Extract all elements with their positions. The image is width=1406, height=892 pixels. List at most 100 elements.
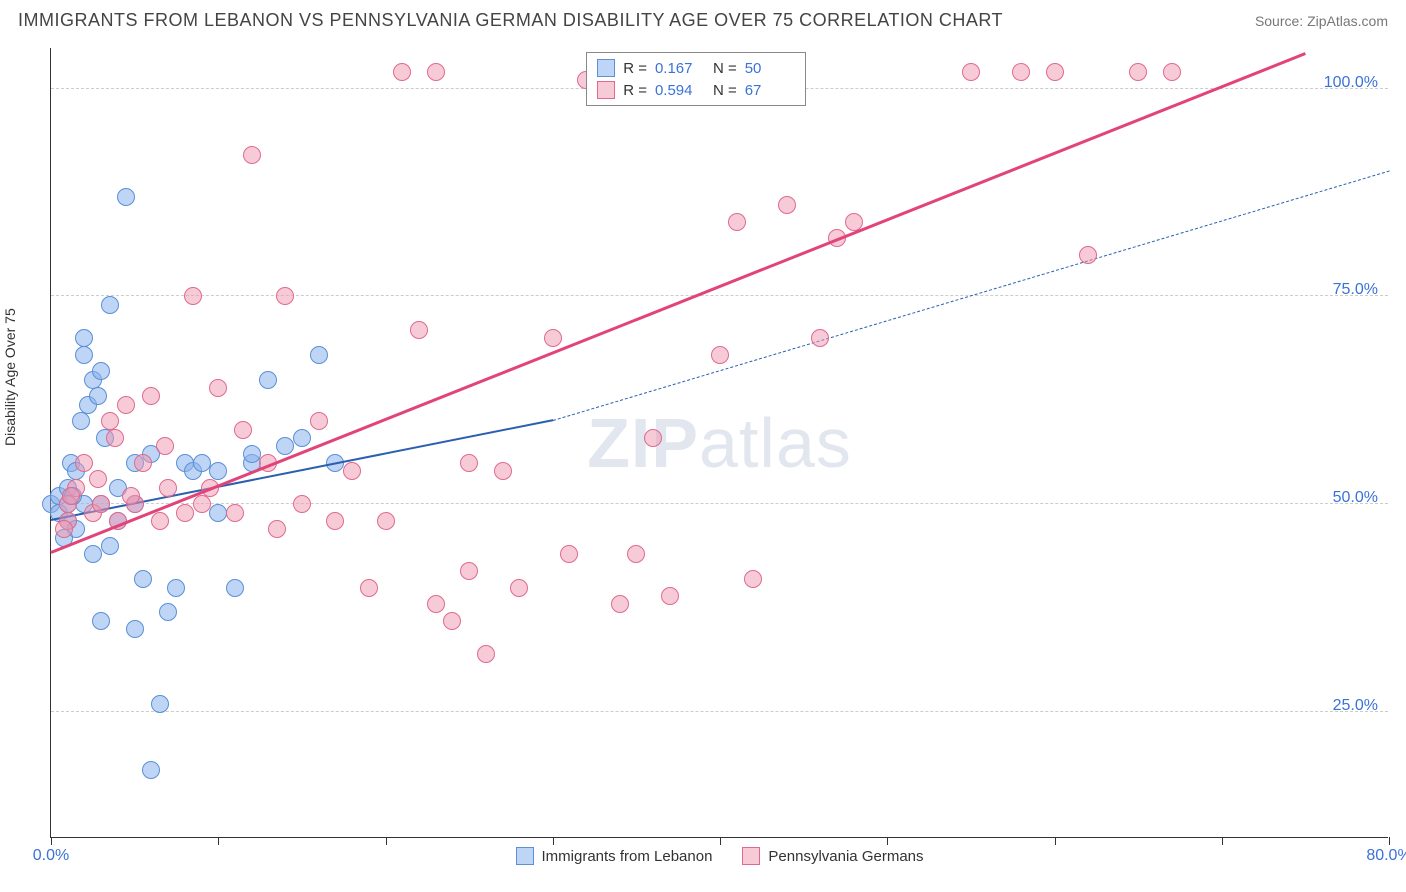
data-point-penn — [75, 454, 93, 472]
data-point-lebanon — [167, 579, 185, 597]
data-point-penn — [117, 396, 135, 414]
data-point-lebanon — [84, 545, 102, 563]
trend-line-penn — [50, 52, 1305, 554]
data-point-lebanon — [209, 462, 227, 480]
data-point-penn — [134, 454, 152, 472]
data-point-lebanon — [101, 296, 119, 314]
data-point-penn — [101, 412, 119, 430]
n-label: N = — [713, 82, 737, 99]
data-point-lebanon — [101, 537, 119, 555]
data-point-lebanon — [151, 695, 169, 713]
y-tick-label: 75.0% — [1333, 281, 1378, 299]
legend-item: Immigrants from Lebanon — [516, 847, 713, 865]
data-point-penn — [443, 612, 461, 630]
x-tick — [386, 837, 387, 845]
data-point-penn — [661, 587, 679, 605]
x-tick — [1055, 837, 1056, 845]
data-point-lebanon — [134, 570, 152, 588]
legend-label: Immigrants from Lebanon — [542, 848, 713, 865]
n-label: N = — [713, 60, 737, 77]
data-point-lebanon — [243, 445, 261, 463]
y-axis-label: Disability Age Over 75 — [2, 308, 18, 446]
data-point-lebanon — [92, 362, 110, 380]
data-point-penn — [1079, 246, 1097, 264]
data-point-penn — [89, 470, 107, 488]
data-point-penn — [176, 504, 194, 522]
data-point-lebanon — [75, 346, 93, 364]
stats-legend-row: R =0.167N =50 — [597, 57, 795, 79]
data-point-lebanon — [209, 504, 227, 522]
data-point-penn — [184, 287, 202, 305]
r-value: 0.594 — [655, 82, 705, 99]
x-tick — [1389, 837, 1390, 845]
gridline — [51, 295, 1388, 296]
legend-swatch — [597, 59, 615, 77]
scatter-plot: ZIPatlas 25.0%50.0%75.0%100.0%0.0%80.0%R… — [50, 48, 1388, 838]
legend-label: Pennsylvania Germans — [768, 848, 923, 865]
stats-legend-row: R = 0.594 N = 67 — [597, 79, 795, 101]
series-legend: Immigrants from Lebanon Pennsylvania Germ… — [516, 847, 924, 865]
x-tick — [720, 837, 721, 845]
data-point-penn — [159, 479, 177, 497]
data-point-penn — [209, 379, 227, 397]
data-point-penn — [193, 495, 211, 513]
data-point-penn — [644, 429, 662, 447]
gridline — [51, 711, 1388, 712]
data-point-penn — [393, 63, 411, 81]
x-tick — [51, 837, 52, 845]
data-point-penn — [427, 595, 445, 613]
data-point-lebanon — [226, 579, 244, 597]
source-label: Source: ZipAtlas.com — [1255, 13, 1388, 29]
stats-legend: R =0.167N =50R =0.594N =67 — [586, 52, 806, 106]
data-point-penn — [377, 512, 395, 530]
data-point-penn — [106, 429, 124, 447]
data-point-penn — [226, 504, 244, 522]
watermark: ZIPatlas — [587, 403, 852, 483]
data-point-penn — [744, 570, 762, 588]
data-point-lebanon — [293, 429, 311, 447]
data-point-lebanon — [89, 387, 107, 405]
gridline — [51, 503, 1388, 504]
data-point-penn — [460, 562, 478, 580]
data-point-penn — [62, 487, 80, 505]
chart-title: IMMIGRANTS FROM LEBANON VS PENNSYLVANIA … — [18, 10, 1003, 31]
data-point-penn — [627, 545, 645, 563]
legend-swatch — [742, 847, 760, 865]
data-point-lebanon — [259, 371, 277, 389]
x-tick-label: 0.0% — [33, 847, 69, 865]
data-point-penn — [494, 462, 512, 480]
x-tick — [1222, 837, 1223, 845]
data-point-penn — [1163, 63, 1181, 81]
data-point-penn — [293, 495, 311, 513]
x-tick — [553, 837, 554, 845]
data-point-penn — [310, 412, 328, 430]
data-point-penn — [151, 512, 169, 530]
data-point-penn — [1012, 63, 1030, 81]
data-point-penn — [962, 63, 980, 81]
data-point-lebanon — [159, 603, 177, 621]
data-point-penn — [243, 146, 261, 164]
x-tick-label: 80.0% — [1366, 847, 1406, 865]
y-tick-label: 100.0% — [1324, 74, 1378, 92]
r-label: R = — [623, 82, 647, 99]
data-point-lebanon — [142, 761, 160, 779]
data-point-penn — [142, 387, 160, 405]
x-tick — [218, 837, 219, 845]
data-point-penn — [778, 196, 796, 214]
data-point-penn — [544, 329, 562, 347]
data-point-penn — [611, 595, 629, 613]
data-point-lebanon — [193, 454, 211, 472]
data-point-penn — [510, 579, 528, 597]
data-point-penn — [427, 63, 445, 81]
data-point-penn — [55, 520, 73, 538]
legend-swatch — [597, 81, 615, 99]
data-point-penn — [92, 495, 110, 513]
data-point-lebanon — [310, 346, 328, 364]
r-label: R = — [623, 60, 647, 77]
x-tick — [887, 837, 888, 845]
data-point-penn — [728, 213, 746, 231]
n-value: 50 — [745, 60, 795, 77]
data-point-penn — [1046, 63, 1064, 81]
n-value: 67 — [745, 82, 795, 99]
data-point-lebanon — [276, 437, 294, 455]
